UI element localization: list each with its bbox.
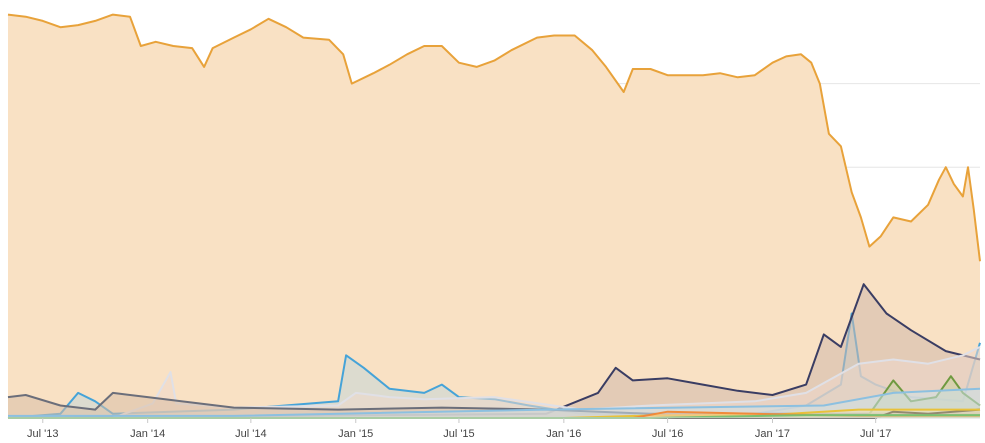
x-tick-label-6: Jul '16 xyxy=(652,428,683,440)
series-6-line xyxy=(8,387,981,417)
series-3-line xyxy=(8,346,981,419)
series-0-area xyxy=(8,14,980,418)
x-tick-label-5: Jan '16 xyxy=(546,428,581,440)
series-0-line xyxy=(7,13,981,262)
x-tick-label-1: Jan '14 xyxy=(130,428,165,440)
x-tick-label-4: Jul '15 xyxy=(443,428,474,440)
x-tick-label-8: Jul '17 xyxy=(860,428,891,440)
series-2-line xyxy=(7,283,981,419)
series-6-area xyxy=(8,388,980,418)
x-tick-label-7: Jan '17 xyxy=(755,428,790,440)
x-tick-label-2: Jul '14 xyxy=(235,428,266,440)
x-tick-label-0: Jul '13 xyxy=(27,428,58,440)
series-areas xyxy=(7,13,981,419)
x-tick-label-3: Jan '15 xyxy=(338,428,373,440)
x-axis: Jul '13 Jan '14 Jul '14 Jan '15 Jul '15 Jan '… xyxy=(8,417,980,440)
series-4-area xyxy=(8,392,980,418)
